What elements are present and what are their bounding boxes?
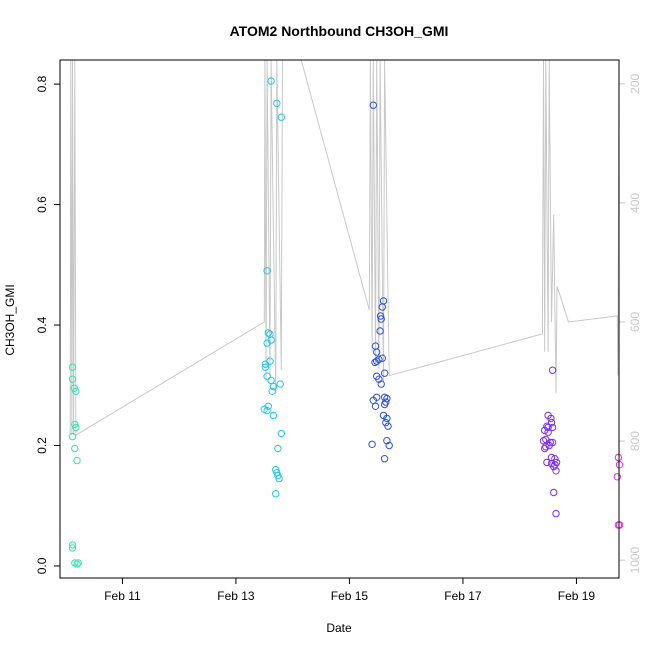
data-point — [369, 101, 377, 109]
data-point — [68, 363, 77, 371]
y-tick-label: 0.0 — [35, 557, 49, 574]
data-point — [548, 366, 557, 374]
data-point — [384, 422, 392, 430]
data-point — [380, 455, 389, 463]
data-point — [613, 473, 621, 481]
plot-frame — [59, 59, 620, 579]
data-point — [68, 375, 77, 383]
data-point — [267, 77, 275, 85]
x-tick-label: Feb 15 — [331, 589, 369, 603]
data-point — [378, 303, 386, 311]
data-point — [380, 400, 389, 409]
data-point — [543, 458, 551, 467]
data-point — [263, 267, 271, 275]
data-point — [541, 444, 549, 453]
data-point — [273, 99, 281, 108]
data-point — [378, 354, 386, 362]
x-tick-label: Feb 13 — [217, 589, 255, 603]
data-point — [269, 411, 278, 420]
y-tick-label: 0.8 — [35, 75, 49, 92]
data-point — [272, 490, 280, 498]
y2-tick-label: 1000 — [628, 546, 642, 573]
data-point — [552, 467, 560, 475]
data-point — [368, 440, 376, 448]
data-point — [68, 541, 77, 549]
y2-tick-label: 200 — [628, 73, 642, 93]
chart-title: ATOM2 Northbound CH3OH_GMI — [230, 23, 449, 39]
data-point — [264, 329, 272, 337]
data-point — [269, 382, 278, 391]
data-point — [263, 406, 271, 415]
x-tick-label: Feb 19 — [558, 589, 596, 603]
data-point — [266, 357, 274, 365]
data-point — [263, 339, 271, 347]
data-point — [377, 315, 385, 323]
data-point — [267, 376, 275, 385]
y-tick-label: 0.6 — [35, 196, 49, 213]
x-tick-label: Feb 11 — [104, 589, 141, 603]
data-point — [371, 358, 379, 367]
data-point — [371, 402, 380, 410]
data-point — [277, 429, 285, 438]
data-point — [376, 312, 385, 320]
data-point — [383, 437, 391, 445]
data-point — [615, 461, 624, 469]
data-point — [276, 380, 284, 388]
data-point — [274, 444, 282, 453]
data-point — [263, 372, 271, 380]
data-point — [548, 423, 557, 432]
data-point — [552, 509, 560, 518]
data-point — [547, 418, 556, 427]
data-point — [547, 414, 555, 423]
data-point — [373, 348, 381, 356]
data-point — [268, 387, 276, 395]
data-point — [614, 453, 623, 462]
x-axis-label: Date — [326, 621, 352, 635]
data-point — [68, 544, 77, 552]
data-point — [376, 327, 384, 335]
data-point — [373, 357, 381, 365]
data-point — [544, 428, 552, 436]
data-point — [539, 437, 548, 445]
data-point — [72, 387, 80, 395]
y2-tick-label: 400 — [628, 193, 642, 213]
data-point — [261, 363, 270, 371]
altitude-line — [69, 59, 620, 436]
data-point — [542, 443, 550, 451]
data-point — [385, 441, 393, 450]
data-point — [264, 402, 272, 410]
y-axis-label: CH3OH_GMI — [3, 284, 17, 355]
axes-layer: 0.0 0.2 0.4 0.6 0.8 Feb 11 Feb 13 Feb 15 Feb 17 F… — [35, 73, 642, 603]
data-point — [615, 521, 624, 529]
y2-tick-label: 800 — [628, 431, 642, 451]
y-tick-label: 0.4 — [35, 316, 49, 333]
y2-tick-label: 600 — [628, 312, 642, 332]
data-point — [71, 444, 79, 453]
data-point — [68, 432, 77, 441]
altitude-layer — [69, 59, 620, 436]
y-tick-label: 0.2 — [35, 437, 49, 454]
data-point — [275, 474, 283, 483]
data-point — [550, 462, 558, 471]
data-point — [380, 369, 389, 377]
data-point — [277, 113, 285, 121]
data-point — [73, 456, 81, 465]
x-tick-label: Feb 17 — [444, 589, 482, 603]
data-point — [377, 380, 385, 388]
data-point — [382, 418, 390, 427]
data-point — [383, 414, 391, 423]
data-point — [74, 559, 82, 567]
data-point — [550, 488, 558, 497]
data-point — [72, 423, 80, 432]
data-point — [73, 560, 81, 568]
points-layer — [68, 77, 624, 568]
